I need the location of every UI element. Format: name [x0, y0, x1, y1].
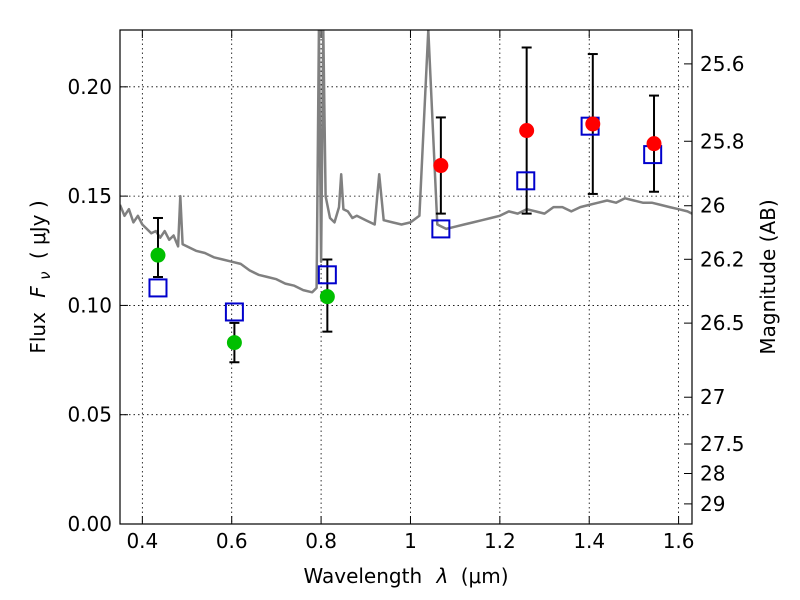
x-axis-label: Wavelength λ (μm) [303, 564, 508, 588]
y-tick-label: 0.20 [67, 75, 112, 99]
model-photometry-square [516, 171, 536, 191]
photometry-point [150, 247, 166, 263]
y2-tick-label: 28 [700, 462, 725, 486]
x-axis-label-text: Wavelength [303, 564, 422, 588]
model-photometry-square [317, 265, 337, 285]
x-axis-label-symbol: λ [436, 564, 449, 588]
y-tick-label: 0.15 [67, 184, 112, 208]
photometry-point [585, 116, 601, 132]
y2-tick-label: 26 [700, 194, 725, 218]
y2-tick-label: 27 [700, 385, 725, 409]
model-photometry-square [148, 278, 168, 298]
model-photometry-square [431, 219, 451, 239]
y2-tick-label: 29 [700, 492, 725, 516]
model-photometry-square [224, 302, 244, 322]
x-tick-label: 0.8 [305, 529, 337, 553]
y2-tick-label: 25.6 [700, 52, 745, 76]
y2-tick-label: 27.5 [700, 432, 745, 456]
x-tick-label: 0.6 [216, 529, 248, 553]
photometry-point [319, 289, 335, 305]
photometry-point [226, 335, 242, 351]
y2-tick-label: 26.5 [700, 311, 745, 335]
x-tick-label: 1 [404, 529, 417, 553]
y-axis-label: Flux F ν ( μJy ) [26, 200, 55, 353]
x-tick-label: 0.4 [126, 529, 158, 553]
photometry-point [519, 123, 535, 139]
x-tick-label: 1.4 [573, 529, 605, 553]
x-axis-label-unit: (μm) [461, 564, 509, 588]
y-axis-label-symbol: F [26, 286, 50, 298]
y-axis-label-unit: ( μJy ) [26, 200, 50, 259]
y2-tick-label: 26.2 [700, 247, 745, 271]
y-tick-label: 0.00 [67, 512, 112, 536]
y-tick-label: 0.05 [67, 403, 112, 427]
y-tick-label: 0.10 [67, 293, 112, 317]
grid-layer [120, 30, 692, 525]
y-axis-label-subscript: ν [36, 271, 54, 279]
y-axis-label-text: Flux [26, 312, 50, 354]
x-tick-label: 1.2 [484, 529, 516, 553]
x-tick-label: 1.6 [663, 529, 695, 553]
model-spectrum-line [120, 30, 692, 294]
photometry-point [646, 136, 662, 152]
y2-tick-label: 25.8 [700, 129, 745, 153]
plot-layer [120, 30, 692, 364]
tick-layer: 0.4 0.6 0.8 1 1.2 1.4 1.6 0.00 0.05 0.10 0.15 0.20 2… [67, 30, 745, 553]
y2-axis-label: Magnitude (AB) [756, 199, 780, 354]
plot-frame [119, 29, 693, 525]
photometry-point [433, 158, 449, 174]
